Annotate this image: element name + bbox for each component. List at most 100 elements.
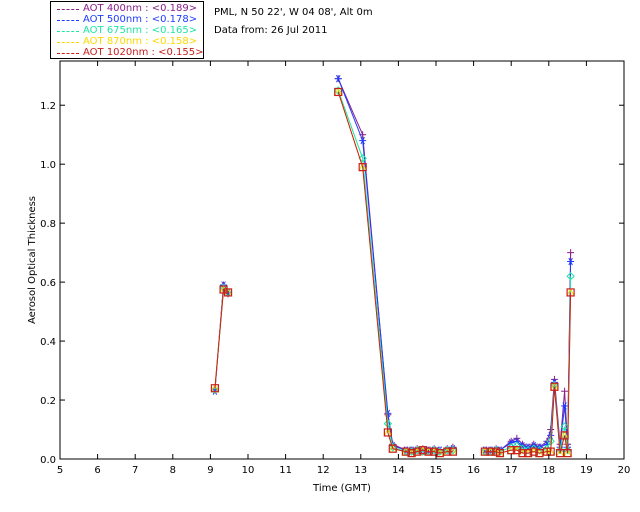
data-point <box>383 419 393 428</box>
y-tick-label: 0.8 <box>40 219 56 230</box>
data-point <box>518 449 527 458</box>
data-point <box>507 446 516 455</box>
plot-area-frame <box>59 60 625 460</box>
series-line <box>337 78 454 451</box>
data-point <box>567 257 575 266</box>
x-tick-label: 17 <box>505 465 518 476</box>
legend: AOT 400nm : <0.189> AOT 500nm : <0.178> … <box>50 1 204 59</box>
legend-line-icon <box>57 53 79 54</box>
site-location: PML, N 50 22', W 04 08', Alt 0m <box>214 7 373 18</box>
x-tick-label: 14 <box>392 465 405 476</box>
data-point <box>401 447 411 456</box>
legend-line-icon <box>57 9 79 10</box>
x-tick-label: 12 <box>317 465 330 476</box>
data-point <box>359 136 367 145</box>
legend-label: AOT 870nm : <0.158> <box>83 36 198 47</box>
series-line <box>337 90 453 453</box>
legend-item-400nm: AOT 400nm : <0.189> <box>51 3 205 15</box>
series-line <box>214 286 229 390</box>
data-point <box>480 447 489 456</box>
data-point <box>566 272 575 281</box>
data-point <box>560 431 569 440</box>
data-point <box>334 86 343 95</box>
data-point <box>334 87 343 97</box>
y-axis-ticks: 0.0 0.2 0.4 0.6 0.8 1.0 1.2 <box>40 101 624 466</box>
data-point <box>413 447 422 456</box>
data-point <box>561 402 569 410</box>
data-point <box>495 449 505 458</box>
series-0 <box>211 75 575 454</box>
x-tick-label: 7 <box>132 465 138 476</box>
series-line <box>484 292 572 454</box>
data-point <box>223 288 233 297</box>
x-tick-label: 19 <box>580 465 593 476</box>
data-point <box>563 445 572 455</box>
series-line <box>214 283 229 390</box>
data-point <box>358 163 367 172</box>
data-point <box>524 449 533 458</box>
data-point <box>388 443 397 452</box>
legend-item-1020nm: AOT 1020nm : <0.155> <box>51 47 205 59</box>
x-tick-label: 15 <box>430 465 443 476</box>
data-point <box>561 387 569 395</box>
legend-label: AOT 1020nm : <0.155> <box>83 47 204 58</box>
data-point <box>567 249 575 257</box>
x-tick-label: 18 <box>542 465 555 476</box>
series-line <box>337 91 453 454</box>
y-axis-title: Aerosol Optical Thickness <box>27 196 38 324</box>
data-point <box>560 422 569 431</box>
series-2 <box>210 86 575 456</box>
x-tick-label: 16 <box>467 465 480 476</box>
series-4 <box>210 87 575 458</box>
data-date: Data from: 26 Jul 2011 <box>214 25 328 36</box>
data-point <box>448 447 458 456</box>
x-axis-title: Time (GMT) <box>312 483 371 494</box>
data-point <box>486 447 495 456</box>
series-1 <box>211 74 575 454</box>
legend-item-675nm: AOT 675nm : <0.165> <box>51 25 205 37</box>
legend-label: AOT 500nm : <0.178> <box>83 14 198 25</box>
y-tick-label: 0.0 <box>40 455 56 466</box>
series-layer <box>210 74 575 458</box>
data-point <box>358 154 367 163</box>
y-tick-label: 0.6 <box>40 278 56 289</box>
data-point <box>563 449 572 458</box>
x-tick-label: 8 <box>170 465 176 476</box>
y-tick-label: 0.2 <box>40 396 56 407</box>
x-tick-label: 9 <box>207 465 213 476</box>
data-point <box>334 74 342 83</box>
data-point <box>529 444 538 453</box>
y-tick-label: 1.2 <box>40 101 56 112</box>
legend-line-icon <box>57 31 79 32</box>
data-point <box>407 449 416 458</box>
y-tick-label: 0.4 <box>40 337 56 348</box>
x-tick-label: 10 <box>242 465 255 476</box>
data-point <box>529 447 538 456</box>
legend-line-icon <box>57 42 79 43</box>
series-3 <box>210 87 575 458</box>
y-tick-label: 1.0 <box>40 160 56 171</box>
x-tick-label: 6 <box>94 465 100 476</box>
legend-line-icon <box>57 20 79 21</box>
series-line <box>214 283 229 392</box>
data-point <box>555 445 565 455</box>
x-tick-label: 13 <box>354 465 367 476</box>
data-point <box>512 441 522 450</box>
data-point <box>418 446 427 455</box>
data-point <box>424 447 433 456</box>
data-point <box>566 288 575 297</box>
data-point <box>388 444 397 453</box>
data-point <box>210 384 220 393</box>
series-line <box>337 78 454 451</box>
data-point <box>550 382 559 391</box>
x-tick-label: 5 <box>57 465 63 476</box>
x-axis-ticks: 5 6 7 8 9 10 11 12 13 14 15 16 17 18 19 20 <box>57 61 631 476</box>
legend-item-500nm: AOT 500nm : <0.178> <box>51 14 205 26</box>
x-tick-label: 11 <box>279 465 292 476</box>
data-point <box>546 447 555 456</box>
x-tick-label: 20 <box>618 465 631 476</box>
legend-item-870nm: AOT 870nm : <0.158> <box>51 36 205 48</box>
legend-label: AOT 675nm : <0.165> <box>83 25 198 36</box>
data-point <box>443 447 452 456</box>
